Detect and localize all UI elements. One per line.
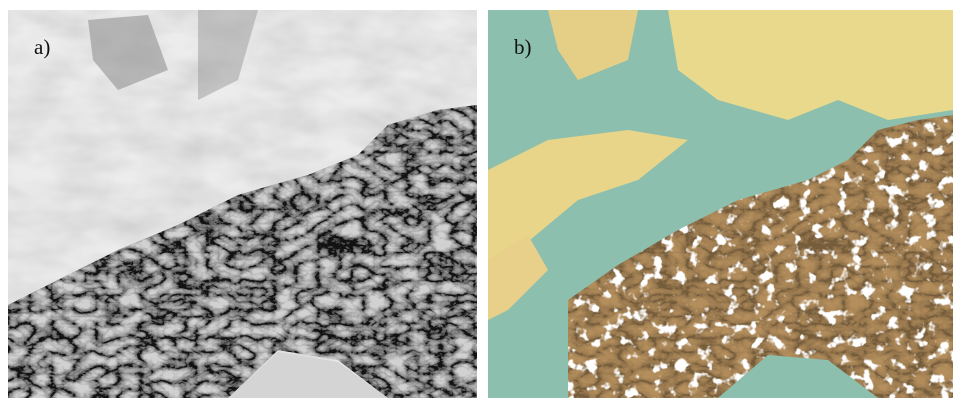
- panel-b: b): [488, 10, 953, 398]
- panel-label: a): [34, 35, 50, 59]
- page: {"panels": [{"label": "a)"}, {"label": "…: [0, 0, 953, 398]
- panel-label: b): [514, 35, 532, 59]
- figure: a) b): [0, 0, 953, 398]
- panel-a: a): [8, 10, 477, 398]
